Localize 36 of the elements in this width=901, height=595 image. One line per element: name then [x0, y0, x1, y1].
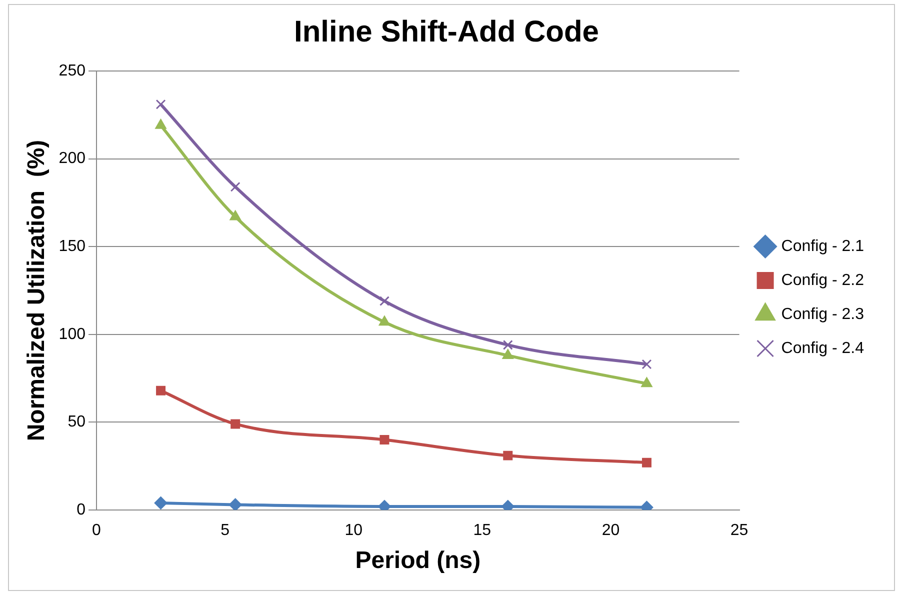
point	[230, 210, 242, 220]
point	[641, 377, 652, 388]
point	[154, 496, 168, 510]
chart-title: Inline Shift-Add Code	[294, 15, 599, 48]
point	[156, 386, 166, 396]
point	[228, 498, 242, 510]
legend-label: Config - 2.3	[781, 306, 864, 323]
point	[379, 296, 390, 306]
x-tick-label: 15	[473, 522, 492, 540]
x-tick-label: 5	[220, 522, 230, 540]
point	[378, 316, 390, 326]
point	[502, 340, 513, 350]
x-axis-title: Period (ns)	[355, 547, 481, 574]
y-tick-label: 200	[58, 150, 86, 168]
x-tick-label: 0	[92, 522, 102, 540]
point	[230, 182, 240, 192]
x-tick-label: 20	[602, 522, 620, 540]
point	[380, 435, 390, 445]
legend-label: Config - 2.2	[781, 272, 864, 289]
point	[642, 458, 652, 468]
point	[642, 359, 652, 370]
y-axis-title: Normalized Utilization (%)	[23, 140, 50, 442]
y-tick-label: 150	[58, 238, 86, 256]
point	[156, 99, 166, 110]
legend-label: Config - 2.1	[781, 238, 864, 255]
y-tick-label: 0	[76, 501, 86, 518]
x-tick-label: 10	[344, 522, 363, 540]
x-tick-label: 25	[730, 522, 748, 540]
point	[155, 118, 166, 129]
y-tick-label: 50	[68, 414, 86, 431]
point	[230, 419, 240, 429]
legend-label: Config - 2.4	[781, 340, 864, 357]
point	[503, 450, 513, 460]
y-tick-label: 250	[58, 62, 86, 80]
y-tick-label: 100	[58, 326, 86, 343]
point	[502, 348, 514, 359]
